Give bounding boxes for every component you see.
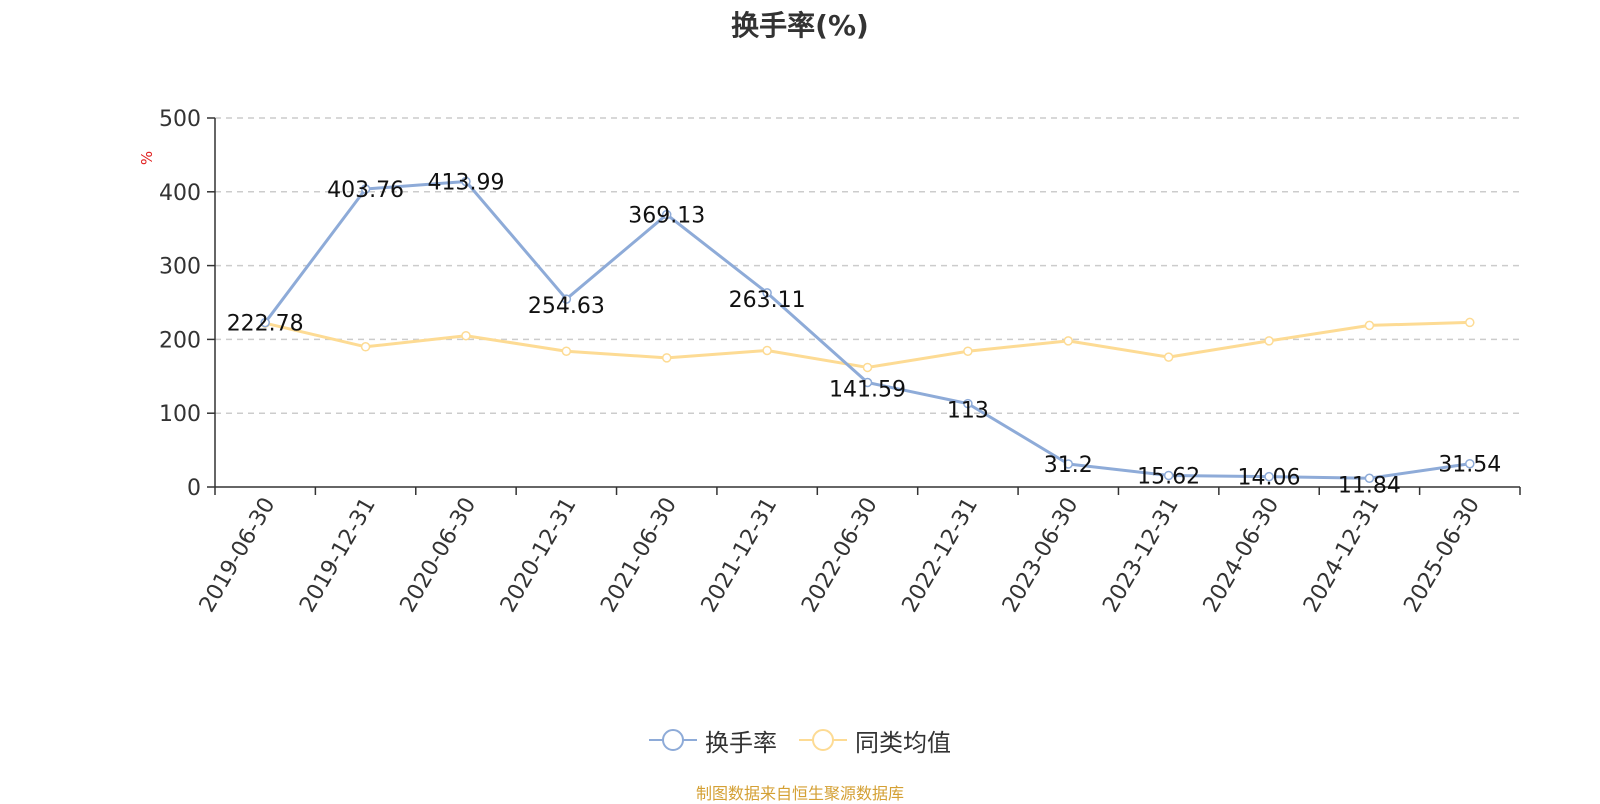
series-line-turnover	[263, 179, 1471, 480]
data-point-turnover	[1364, 473, 1375, 484]
data-point-peer-average	[862, 362, 873, 373]
y-tick-label: 500	[159, 107, 201, 132]
series-line-peer-average	[264, 320, 1470, 369]
data-labels: 222.78 403.76 413.99 254.63 369.13 263.11 141.…	[227, 170, 1502, 498]
data-point-peer-average	[561, 346, 572, 356]
data-label: 141.59	[829, 378, 906, 403]
data-label: 413.99	[427, 170, 504, 195]
legend-item-peer-average[interactable]: 同类均值	[799, 723, 951, 758]
data-label: 369.13	[628, 204, 705, 229]
data-point-peer-average	[360, 342, 371, 352]
legend-label-turnover: 换手率	[705, 728, 777, 757]
data-point-turnover	[561, 294, 572, 304]
x-tick-label: 2020-06-30	[396, 494, 482, 617]
x-tick-label: 2021-12-31	[697, 494, 783, 617]
data-point-peer-average	[661, 353, 672, 363]
x-tick-label: 2019-06-30	[195, 494, 281, 617]
y-tick-label: 400	[159, 181, 201, 206]
data-point-peer-average	[1063, 336, 1074, 346]
chart-title: 换手率(%)	[731, 9, 869, 42]
data-point-turnover	[762, 288, 772, 298]
x-tick-label: 2020-12-31	[496, 494, 582, 617]
data-point-turnover	[1163, 470, 1174, 481]
series-layer	[260, 176, 1475, 484]
data-label: 222.78	[227, 312, 304, 337]
data-point-peer-average	[762, 345, 772, 356]
x-tick-label: 2024-06-30	[1199, 494, 1285, 617]
data-label: 31.2	[1044, 453, 1093, 478]
x-tick-label: 2024-12-31	[1299, 494, 1385, 617]
data-point-turnover	[360, 184, 371, 194]
y-tick-label: 0	[187, 476, 201, 501]
data-label: 113	[947, 399, 989, 424]
y-tick-label: 300	[159, 255, 201, 280]
y-tick-label: 100	[159, 402, 201, 427]
data-point-turnover	[1264, 471, 1274, 482]
data-point-turnover	[461, 176, 471, 187]
legend-line-circle-icon	[799, 729, 847, 751]
data-point-peer-average	[1163, 352, 1174, 362]
data-point-turnover	[963, 398, 973, 409]
data-label: 254.63	[528, 294, 605, 319]
data-label: 263.11	[729, 288, 806, 313]
data-point-turnover	[862, 377, 873, 388]
legend: 换手率 同类均值	[0, 720, 1600, 760]
y-axis-label: %	[138, 151, 156, 165]
data-label: 15.62	[1137, 464, 1200, 489]
x-tick-label: 2021-06-30	[596, 494, 682, 617]
x-tick-label: 2022-06-30	[797, 494, 883, 617]
grid-lines	[215, 117, 1520, 414]
data-point-peer-average	[1465, 317, 1475, 328]
data-label: 403.76	[327, 178, 404, 203]
legend-line-circle-icon	[649, 729, 697, 751]
data-point-peer-average	[1264, 336, 1274, 346]
data-label: 11.84	[1338, 473, 1401, 498]
data-point-turnover	[661, 209, 672, 220]
data-label: 14.06	[1238, 466, 1301, 491]
data-point-turnover	[1465, 458, 1475, 469]
x-tick-label: 2019-12-31	[295, 494, 381, 617]
x-tick-label: 2023-06-30	[998, 494, 1084, 617]
data-point-turnover	[1063, 459, 1074, 469]
data-point-peer-average	[963, 346, 973, 356]
y-tick-label: 200	[159, 328, 201, 353]
x-tick-label: 2025-06-30	[1399, 494, 1485, 617]
data-point-peer-average	[1364, 320, 1375, 331]
x-tick-label: 2022-12-31	[898, 494, 984, 617]
data-point-turnover	[260, 317, 270, 328]
x-tick-label: 2023-12-31	[1098, 494, 1184, 617]
data-source-note: 制图数据来自恒生聚源数据库	[695, 784, 904, 803]
legend-item-turnover[interactable]: 换手率	[649, 723, 777, 758]
data-label: 31.54	[1438, 453, 1501, 478]
legend-label-peer-average: 同类均值	[855, 728, 951, 757]
data-point-peer-average	[461, 330, 471, 341]
